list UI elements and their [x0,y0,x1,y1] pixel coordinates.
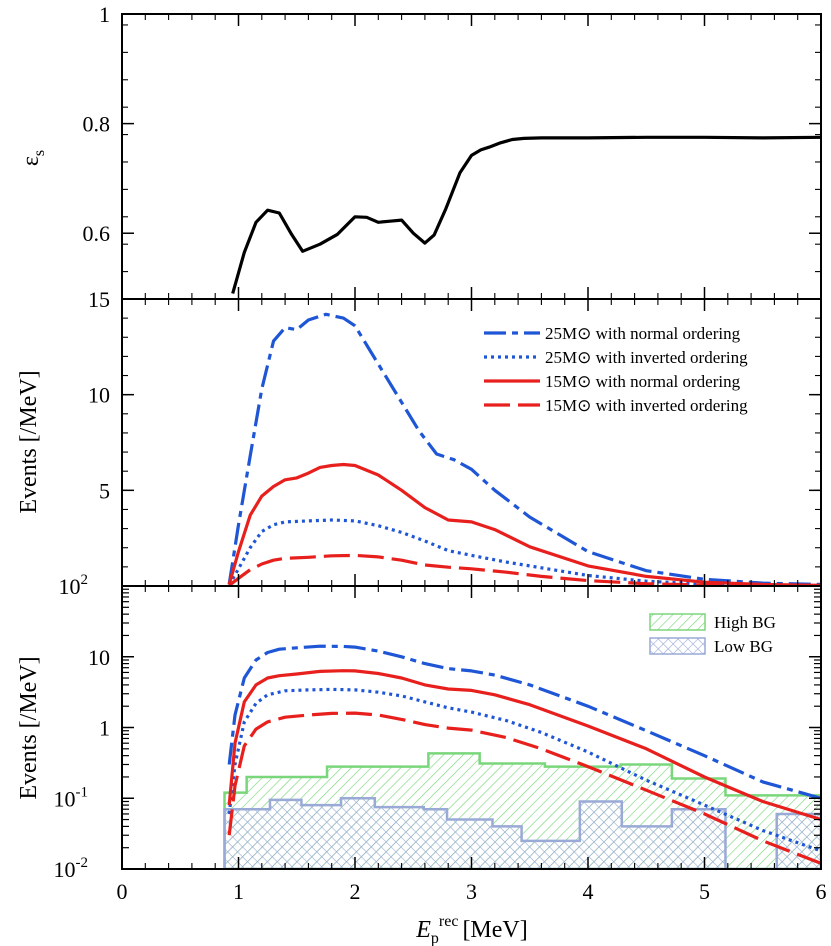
legend-label-high-bg: High BG [714,613,776,632]
events-linear-y-axis-label: Events [/MeV] [16,370,42,513]
series-line-efficiency [231,135,821,294]
y-tick-label: 15 [88,287,110,312]
histogram-low-bg [223,797,821,869]
events-log-y-ticks: 102 10 1 10-1 10-2 [54,572,822,882]
events-linear-legend: 25M⊙ with normal ordering 25M⊙ with inver… [484,324,748,415]
efficiency-y-ticks: 1 0.8 0.6 [83,2,822,300]
legend-label-low-bg: Low BG [714,637,773,656]
x-tick-label: 2 [350,879,361,904]
x-tick-label: 0 [117,879,128,904]
y-tick-label: 1 [99,716,110,741]
series-line-15m-with-inverted-ordering [228,553,821,586]
legend-label-25m-with-normal-ordering: 25M⊙ with normal ordering [545,324,741,343]
events-log-y-axis-label: Events [/MeV] [16,656,42,799]
series-line-15m-with-normal-ordering [227,669,821,822]
y-tick-label: 0.8 [83,112,111,137]
x-tick-label: 6 [816,879,827,904]
y-tick-label: 10 [88,645,110,670]
y-tick-label: 5 [99,478,110,503]
legend-label-15m-with-inverted-ordering: 15M⊙ with inverted ordering [545,396,748,415]
legend-label-25m-with-inverted-ordering: 25M⊙ with inverted ordering [545,348,748,367]
events-log-plot-area [223,644,821,869]
events-log-legend: High BG Low BG [649,613,776,656]
y-tick-label: 0.6 [83,221,111,246]
events-linear-plot-area [227,312,821,586]
efficiency-y-axis-label: εs [18,150,48,166]
axes-frame [121,585,822,870]
legend-label-15m-with-normal-ordering: 15M⊙ with normal ordering [545,372,741,391]
x-axis-label: Eprec [MeV] [415,913,528,946]
y-tick-label: 1 [99,2,110,27]
events-linear-panel: 15 10 5 Events [/MeV] 25M⊙ with normal ord… [16,287,822,587]
x-tick-label: 4 [583,879,594,904]
series-line-25m-with-normal-ordering [227,312,821,586]
y-tick-label: 10-1 [54,784,89,811]
x-tick-label: 5 [699,879,710,904]
series-line-25m-with-normal-ordering [227,644,821,800]
efficiency-panel: 1 0.8 0.6 εs [18,2,822,300]
series-line-15m-with-normal-ordering [227,462,821,586]
x-ticks: 0 1 2 3 4 5 6 [117,879,827,904]
series-line-25m-with-inverted-ordering [227,687,821,853]
axes-frames [121,13,822,870]
y-tick-label: 102 [59,572,89,599]
legend-swatch-high-bg [649,613,706,631]
x-tick-label: 3 [466,879,477,904]
legend-swatch-low-bg [649,637,706,655]
efficiency-plot-area [231,135,821,294]
events-log-panel: 102 10 1 10-1 10-2 Events [/MeV] High BG Low … [16,572,822,882]
y-tick-label: 10 [88,383,110,408]
y-tick-label: 10-2 [54,855,89,882]
x-tick-label: 1 [233,879,244,904]
series-line-15m-with-inverted-ordering [227,711,821,865]
series-line-25m-with-inverted-ordering [227,518,821,586]
